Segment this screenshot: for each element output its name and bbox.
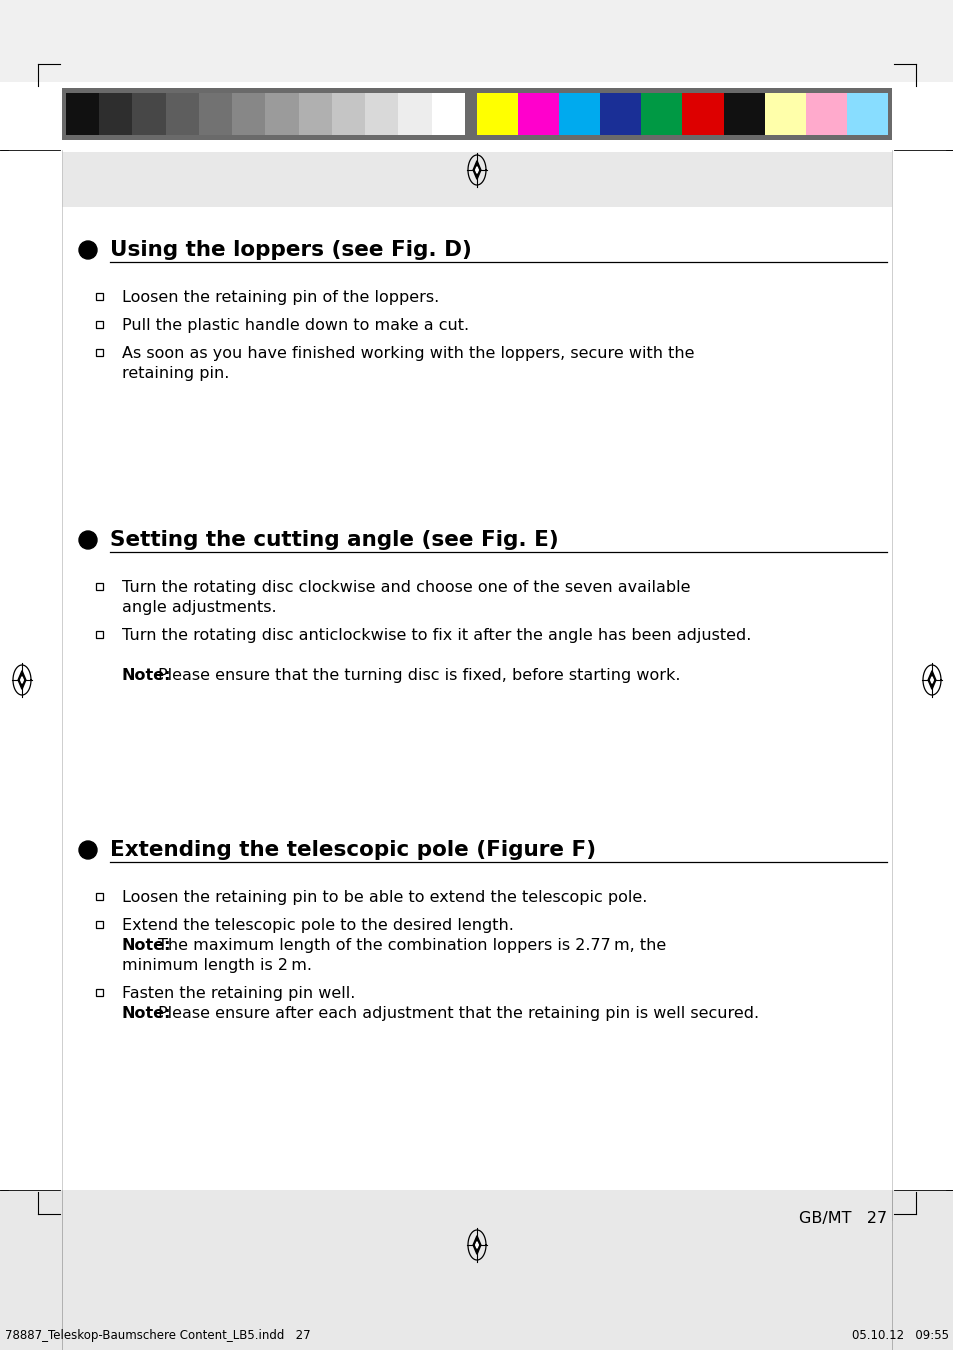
Bar [66, 93, 99, 135]
Bar [365, 93, 398, 135]
Text: retaining pin.: retaining pin. [122, 366, 229, 381]
Bar [96, 582, 103, 590]
Bar [96, 348, 103, 355]
Bar [96, 293, 103, 300]
Bar [265, 93, 298, 135]
Text: Turn the rotating disc anticlockwise to fix it after the angle has been adjusted: Turn the rotating disc anticlockwise to … [122, 628, 751, 643]
Bar [722, 93, 764, 135]
Text: Please ensure after each adjustment that the retaining pin is well secured.: Please ensure after each adjustment that… [158, 1006, 759, 1021]
Text: The maximum length of the combination loppers is 2.77 m, the: The maximum length of the combination lo… [158, 938, 665, 953]
Circle shape [79, 841, 97, 859]
Polygon shape [473, 161, 480, 180]
Polygon shape [21, 676, 23, 683]
Bar [96, 921, 103, 927]
Text: Turn the rotating disc clockwise and choose one of the seven available: Turn the rotating disc clockwise and cho… [122, 580, 690, 595]
Text: minimum length is 2 m.: minimum length is 2 m. [122, 958, 312, 973]
Bar [476, 93, 517, 135]
Bar [332, 93, 365, 135]
Bar [62, 1189, 891, 1235]
Text: 78887_Teleskop-Baumschere Content_LB5.indd   27: 78887_Teleskop-Baumschere Content_LB5.in… [5, 1328, 311, 1342]
Polygon shape [476, 167, 477, 173]
Bar [599, 93, 640, 135]
Text: 05.10.12   09:55: 05.10.12 09:55 [851, 1328, 948, 1342]
Bar [0, 1189, 953, 1350]
Text: Fasten the retaining pin well.: Fasten the retaining pin well. [122, 986, 355, 1000]
Bar [298, 93, 332, 135]
Text: Extend the telescopic pole to the desired length.: Extend the telescopic pole to the desire… [122, 918, 514, 933]
Text: Note:: Note: [122, 1006, 172, 1021]
Bar [62, 153, 891, 207]
Bar [96, 988, 103, 995]
Bar [432, 93, 464, 135]
Bar [0, 0, 953, 82]
Polygon shape [473, 1235, 480, 1254]
Text: Note:: Note: [122, 938, 172, 953]
Bar [232, 93, 265, 135]
Text: Extending the telescopic pole (Figure F): Extending the telescopic pole (Figure F) [110, 840, 596, 860]
Text: Note:: Note: [122, 668, 172, 683]
Text: GB/MT   27: GB/MT 27 [798, 1211, 886, 1226]
Bar [166, 93, 199, 135]
Bar [846, 93, 887, 135]
Bar [62, 88, 891, 140]
Circle shape [79, 531, 97, 549]
Circle shape [79, 242, 97, 259]
Bar [96, 630, 103, 637]
Bar [517, 93, 558, 135]
Polygon shape [930, 676, 932, 683]
Text: Loosen the retaining pin of the loppers.: Loosen the retaining pin of the loppers. [122, 290, 438, 305]
Text: Pull the plastic handle down to make a cut.: Pull the plastic handle down to make a c… [122, 319, 469, 333]
Bar [805, 93, 846, 135]
Bar [558, 93, 599, 135]
Bar [99, 93, 132, 135]
Text: Using the loppers (see Fig. D): Using the loppers (see Fig. D) [110, 240, 472, 261]
Polygon shape [18, 671, 26, 690]
Text: As soon as you have finished working with the loppers, secure with the: As soon as you have finished working wit… [122, 346, 694, 360]
Polygon shape [476, 1242, 477, 1249]
Text: angle adjustments.: angle adjustments. [122, 599, 276, 616]
Text: Loosen the retaining pin to be able to extend the telescopic pole.: Loosen the retaining pin to be able to e… [122, 890, 647, 905]
Bar [96, 892, 103, 899]
Bar [199, 93, 232, 135]
Text: Setting the cutting angle (see Fig. E): Setting the cutting angle (see Fig. E) [110, 531, 558, 549]
Text: Please ensure that the turning disc is fixed, before starting work.: Please ensure that the turning disc is f… [158, 668, 679, 683]
Bar [398, 93, 432, 135]
Polygon shape [927, 671, 935, 690]
Bar [96, 320, 103, 328]
Bar [640, 93, 681, 135]
Bar [681, 93, 722, 135]
Bar [764, 93, 805, 135]
Bar [132, 93, 166, 135]
